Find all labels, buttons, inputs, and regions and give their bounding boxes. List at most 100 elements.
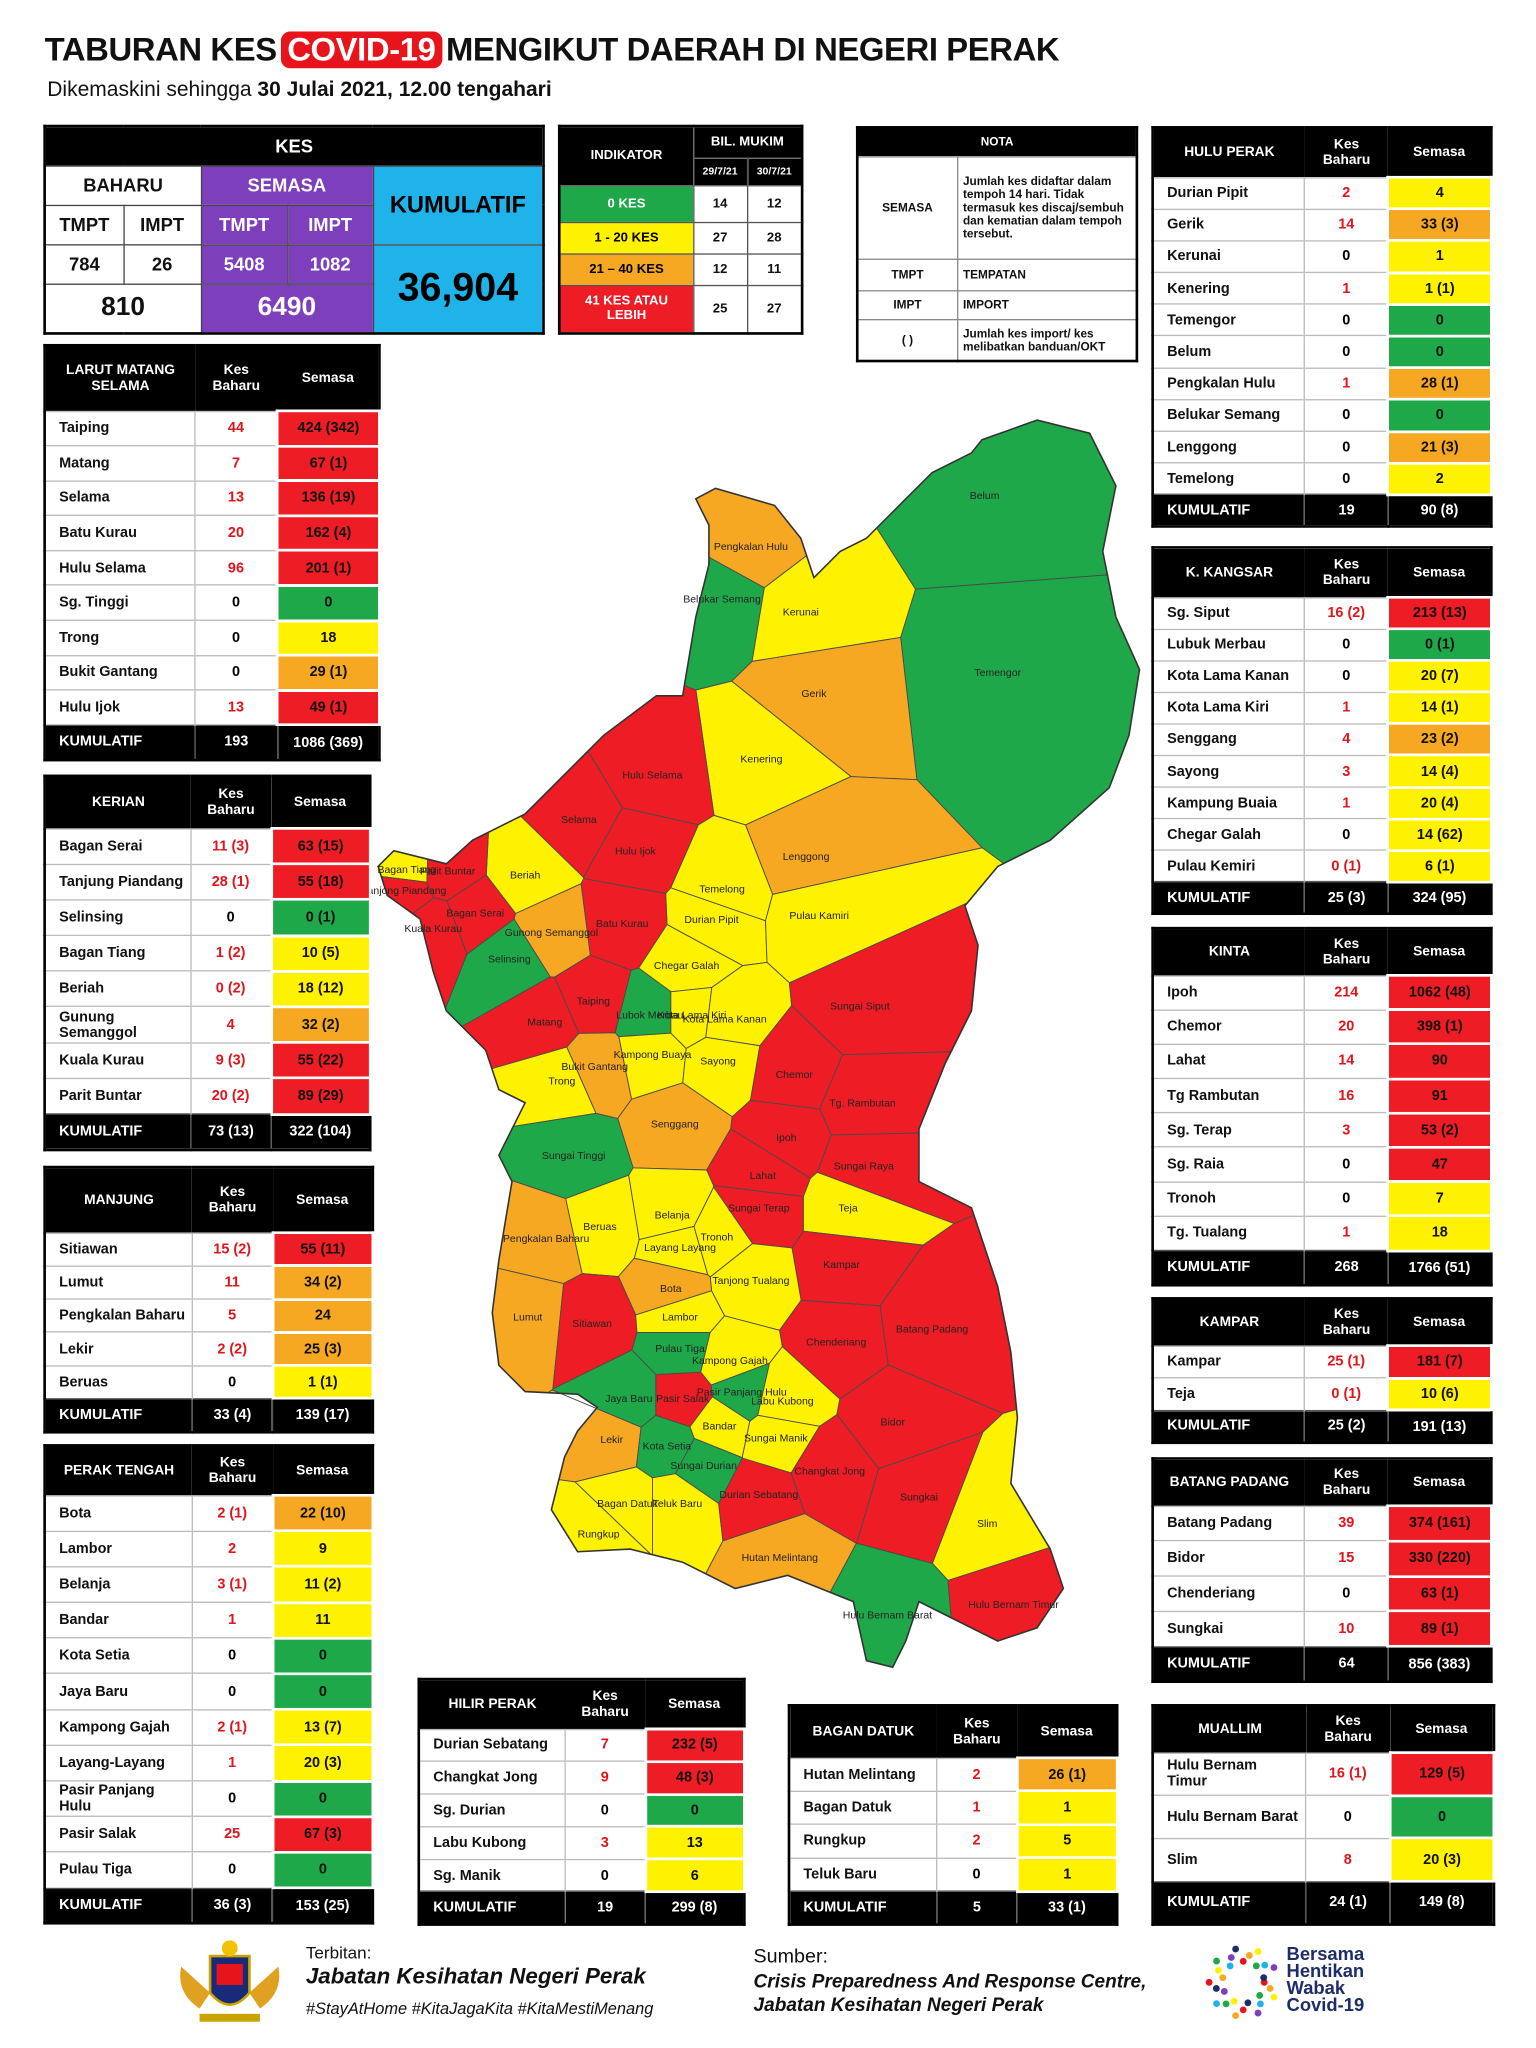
- column-header: Kes Baharu: [1304, 1458, 1389, 1506]
- active-cases: 25 (3): [271, 1331, 375, 1367]
- active-cases: 7: [1386, 1180, 1493, 1218]
- total-active: 139 (17): [272, 1398, 374, 1432]
- column-header: Semasa: [271, 775, 371, 829]
- area-name: Belukar Semang: [1152, 398, 1306, 432]
- total-row: KUMULATIF 19 299 (8): [418, 1891, 746, 1925]
- new-cases: 15: [1304, 1540, 1389, 1577]
- new-cases: 15 (2): [192, 1232, 274, 1266]
- map-label: Lambor: [662, 1312, 698, 1324]
- logo-dot: [1219, 1974, 1227, 1982]
- active-cases: 22 (10): [271, 1493, 375, 1533]
- new-cases: 1: [1304, 1215, 1389, 1251]
- area-name: Labu Kubong: [418, 1825, 566, 1860]
- total-row: KUMULATIF 25 (3) 324 (95): [1152, 881, 1492, 914]
- new-cases: 0: [190, 899, 272, 936]
- data-row: Hulu Ijok 13 49 (1): [44, 688, 381, 727]
- source: Crisis Preparedness And Response Centre,: [753, 1971, 1147, 1993]
- district-name: KINTA: [1152, 928, 1305, 976]
- header-row: KERIAN Kes Baharu Semasa: [44, 775, 371, 829]
- active-cases: 6 (1): [1386, 849, 1493, 884]
- map-label: Changkat Jong: [794, 1465, 865, 1477]
- active-cases: 1062 (48): [1386, 974, 1493, 1012]
- data-row: Sitiawan 15 (2) 55 (11): [44, 1231, 375, 1268]
- map-label: Tronoh: [700, 1232, 733, 1244]
- map-label: Hulu Bernam Barat: [843, 1610, 932, 1622]
- map-region: [491, 1267, 565, 1394]
- data-row: Hulu Bernam Barat 0 0: [1152, 1794, 1496, 1840]
- total-label: KUMULATIF: [44, 724, 196, 761]
- logo-dot: [1232, 2012, 1240, 2020]
- area-name: Sg. Tinggi: [44, 584, 196, 621]
- map-label: Bidor: [880, 1417, 905, 1429]
- map-label: Sungai Terap: [728, 1203, 790, 1215]
- data-row: Durian Pipit 2 4: [1152, 175, 1493, 211]
- active-cases: 213 (13): [1386, 596, 1493, 631]
- area-name: Lahat: [1152, 1043, 1306, 1079]
- map-label: Temengor: [974, 667, 1021, 679]
- area-name: Teluk Baru: [788, 1857, 938, 1892]
- data-row: Lenggong 0 21 (3): [1152, 429, 1493, 465]
- total-label: KUMULATIF: [1152, 1645, 1306, 1682]
- total-new: 19: [565, 1891, 646, 1925]
- total-new: 64: [1304, 1645, 1389, 1682]
- total-new: 193: [195, 724, 279, 761]
- area-name: Durian Pipit: [1152, 176, 1306, 209]
- active-cases: 11 (2): [271, 1565, 375, 1604]
- area-name: Ipoh: [1152, 974, 1306, 1010]
- indicator-date: 30/7/21: [746, 156, 803, 186]
- active-cases: 0: [271, 1850, 375, 1890]
- data-row: Tronoh 0 7: [1152, 1180, 1493, 1218]
- new-cases: 1: [936, 1790, 1018, 1825]
- header-row: MANJUNG Kes Baharu Semasa: [44, 1167, 373, 1233]
- district-table: MUALLIM Kes Baharu Semasa Hulu Bernam Timur…: [1151, 1704, 1496, 1926]
- area-name: Pulau Tiga: [44, 1851, 193, 1888]
- area-name: Sg. Manik: [418, 1858, 566, 1892]
- data-row: Lekir 2 (2) 25 (3): [44, 1331, 375, 1367]
- active-cases: 55 (22): [269, 1041, 372, 1080]
- new-cases: 1: [1304, 691, 1389, 724]
- indicator-count: 14: [692, 184, 748, 223]
- area-name: Hutan Melintang: [788, 1757, 938, 1792]
- active-cases: 18: [276, 619, 381, 657]
- data-row: Sungkai 10 89 (1): [1152, 1610, 1493, 1648]
- data-row: Teluk Baru 0 1: [788, 1856, 1119, 1893]
- map-label: Pasir Salak: [656, 1393, 710, 1405]
- logo-dot: [1230, 1997, 1238, 2005]
- data-row: Kota Lama Kanan 0 20 (7): [1152, 659, 1493, 694]
- area-name: Belanja: [44, 1566, 193, 1603]
- area-name: Selama: [44, 480, 196, 516]
- data-row: Hutan Melintang 2 26 (1): [788, 1756, 1119, 1793]
- new-cases: 2 (2): [192, 1331, 274, 1366]
- nota-term: ( ): [856, 318, 958, 362]
- logo-dot: [1213, 2000, 1220, 2008]
- map-label: Kota Lama Kiri: [657, 1010, 726, 1022]
- logo-dot: [1252, 1962, 1260, 1970]
- new-cases: 7: [195, 445, 279, 481]
- map-label: Sayong: [700, 1056, 736, 1068]
- new-cases: 4: [1304, 723, 1389, 756]
- active-cases: 91: [1386, 1077, 1493, 1115]
- column-header: Semasa: [1388, 547, 1492, 598]
- map-region: [876, 419, 1117, 590]
- new-cases: 3 (1): [192, 1566, 274, 1603]
- district-name: BATANG PADANG: [1152, 1458, 1305, 1506]
- active-cases: 1: [1015, 1789, 1119, 1826]
- map-label: Batang Padang: [896, 1323, 969, 1335]
- active-cases: 10 (6): [1386, 1376, 1493, 1412]
- data-row: Hulu Bernam Timur 16 (1) 129 (5): [1152, 1751, 1496, 1797]
- map-label: Hutan Melintang: [742, 1552, 819, 1564]
- new-cases: 0: [565, 1858, 646, 1892]
- map-label: Bagan Serai: [446, 907, 504, 919]
- data-row: Sg. Tinggi 0 0: [44, 584, 381, 622]
- area-name: Bagan Datuk: [788, 1790, 938, 1825]
- map-label: Lubok Merbau: [616, 1010, 683, 1022]
- active-cases: 89 (29): [269, 1076, 372, 1116]
- area-name: Kota Lama Kanan: [1152, 659, 1306, 693]
- summary-value: 5408: [200, 243, 289, 285]
- new-cases: 7: [565, 1728, 646, 1762]
- map-label: Chemor: [776, 1069, 814, 1081]
- new-cases: 3: [1304, 754, 1389, 788]
- title-text: TABURAN KES: [44, 31, 277, 69]
